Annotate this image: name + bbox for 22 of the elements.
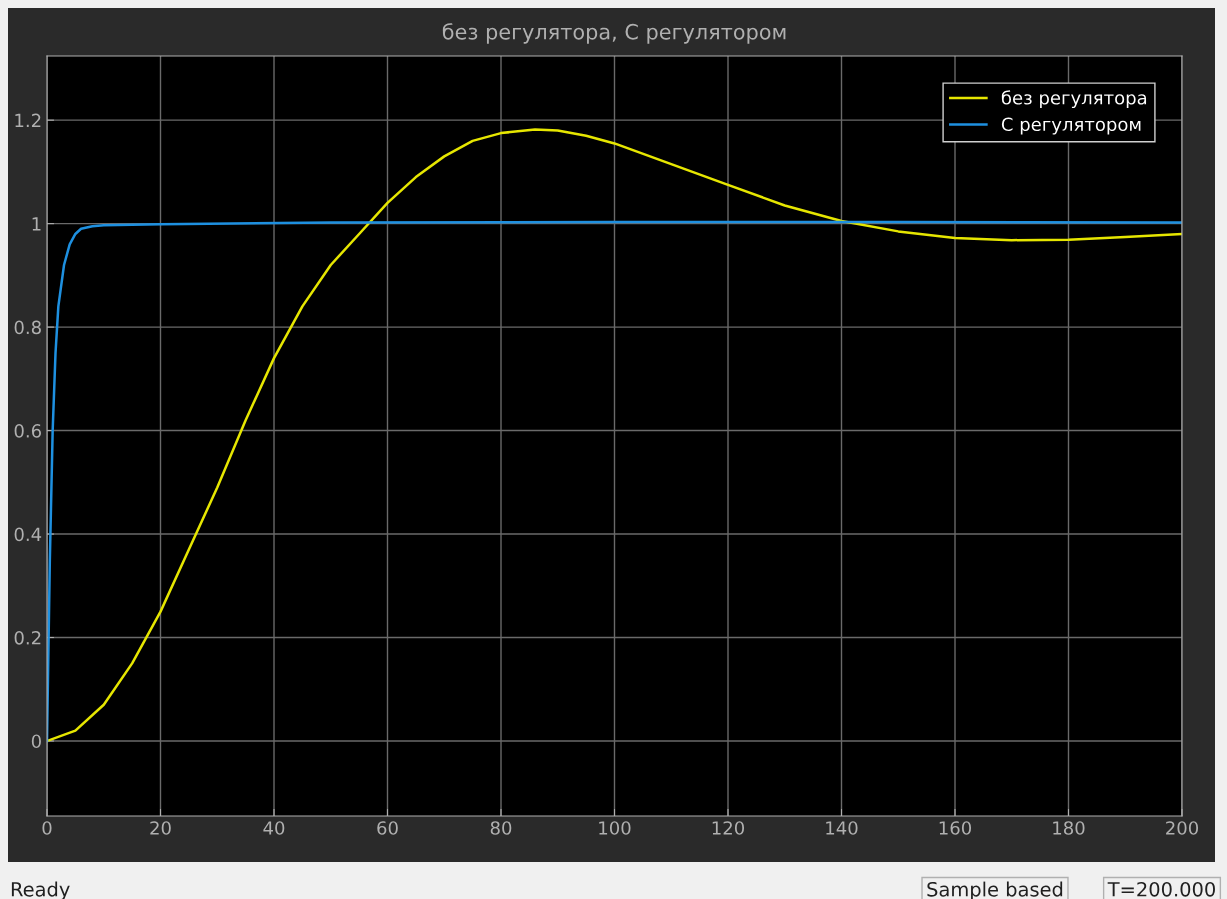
x-tick-label: 40 <box>263 821 285 835</box>
x-tick-label: 0 <box>42 821 52 835</box>
y-tick-label: 0.2 <box>14 630 41 645</box>
chart-title: без регулятора, С регулятором <box>442 23 786 44</box>
x-tick-label: 140 <box>826 821 858 835</box>
x-tick-label: 80 <box>490 821 512 835</box>
x-tick-label: 200 <box>1166 821 1199 835</box>
y-tick-label: 0.4 <box>14 527 42 542</box>
x-tick-label: 60 <box>377 821 398 835</box>
legend-label: С регулятором <box>1001 117 1141 135</box>
y-tick-label: 1 <box>32 217 41 231</box>
legend-label: без регулятора <box>1001 90 1147 109</box>
x-tick-label: 20 <box>150 821 171 835</box>
x-tick-label: 120 <box>712 821 745 835</box>
x-tick-label: 160 <box>939 821 972 835</box>
y-tick-label: 0.6 <box>14 424 41 438</box>
text: T=200.000 <box>1107 881 1215 897</box>
y-tick-label: 0 <box>31 734 41 749</box>
y-tick-label: 1.2 <box>15 113 41 128</box>
x-tick-label: 180 <box>1053 821 1085 835</box>
y-tick-label: 0.8 <box>14 320 41 335</box>
x-tick-label: 100 <box>599 821 631 835</box>
